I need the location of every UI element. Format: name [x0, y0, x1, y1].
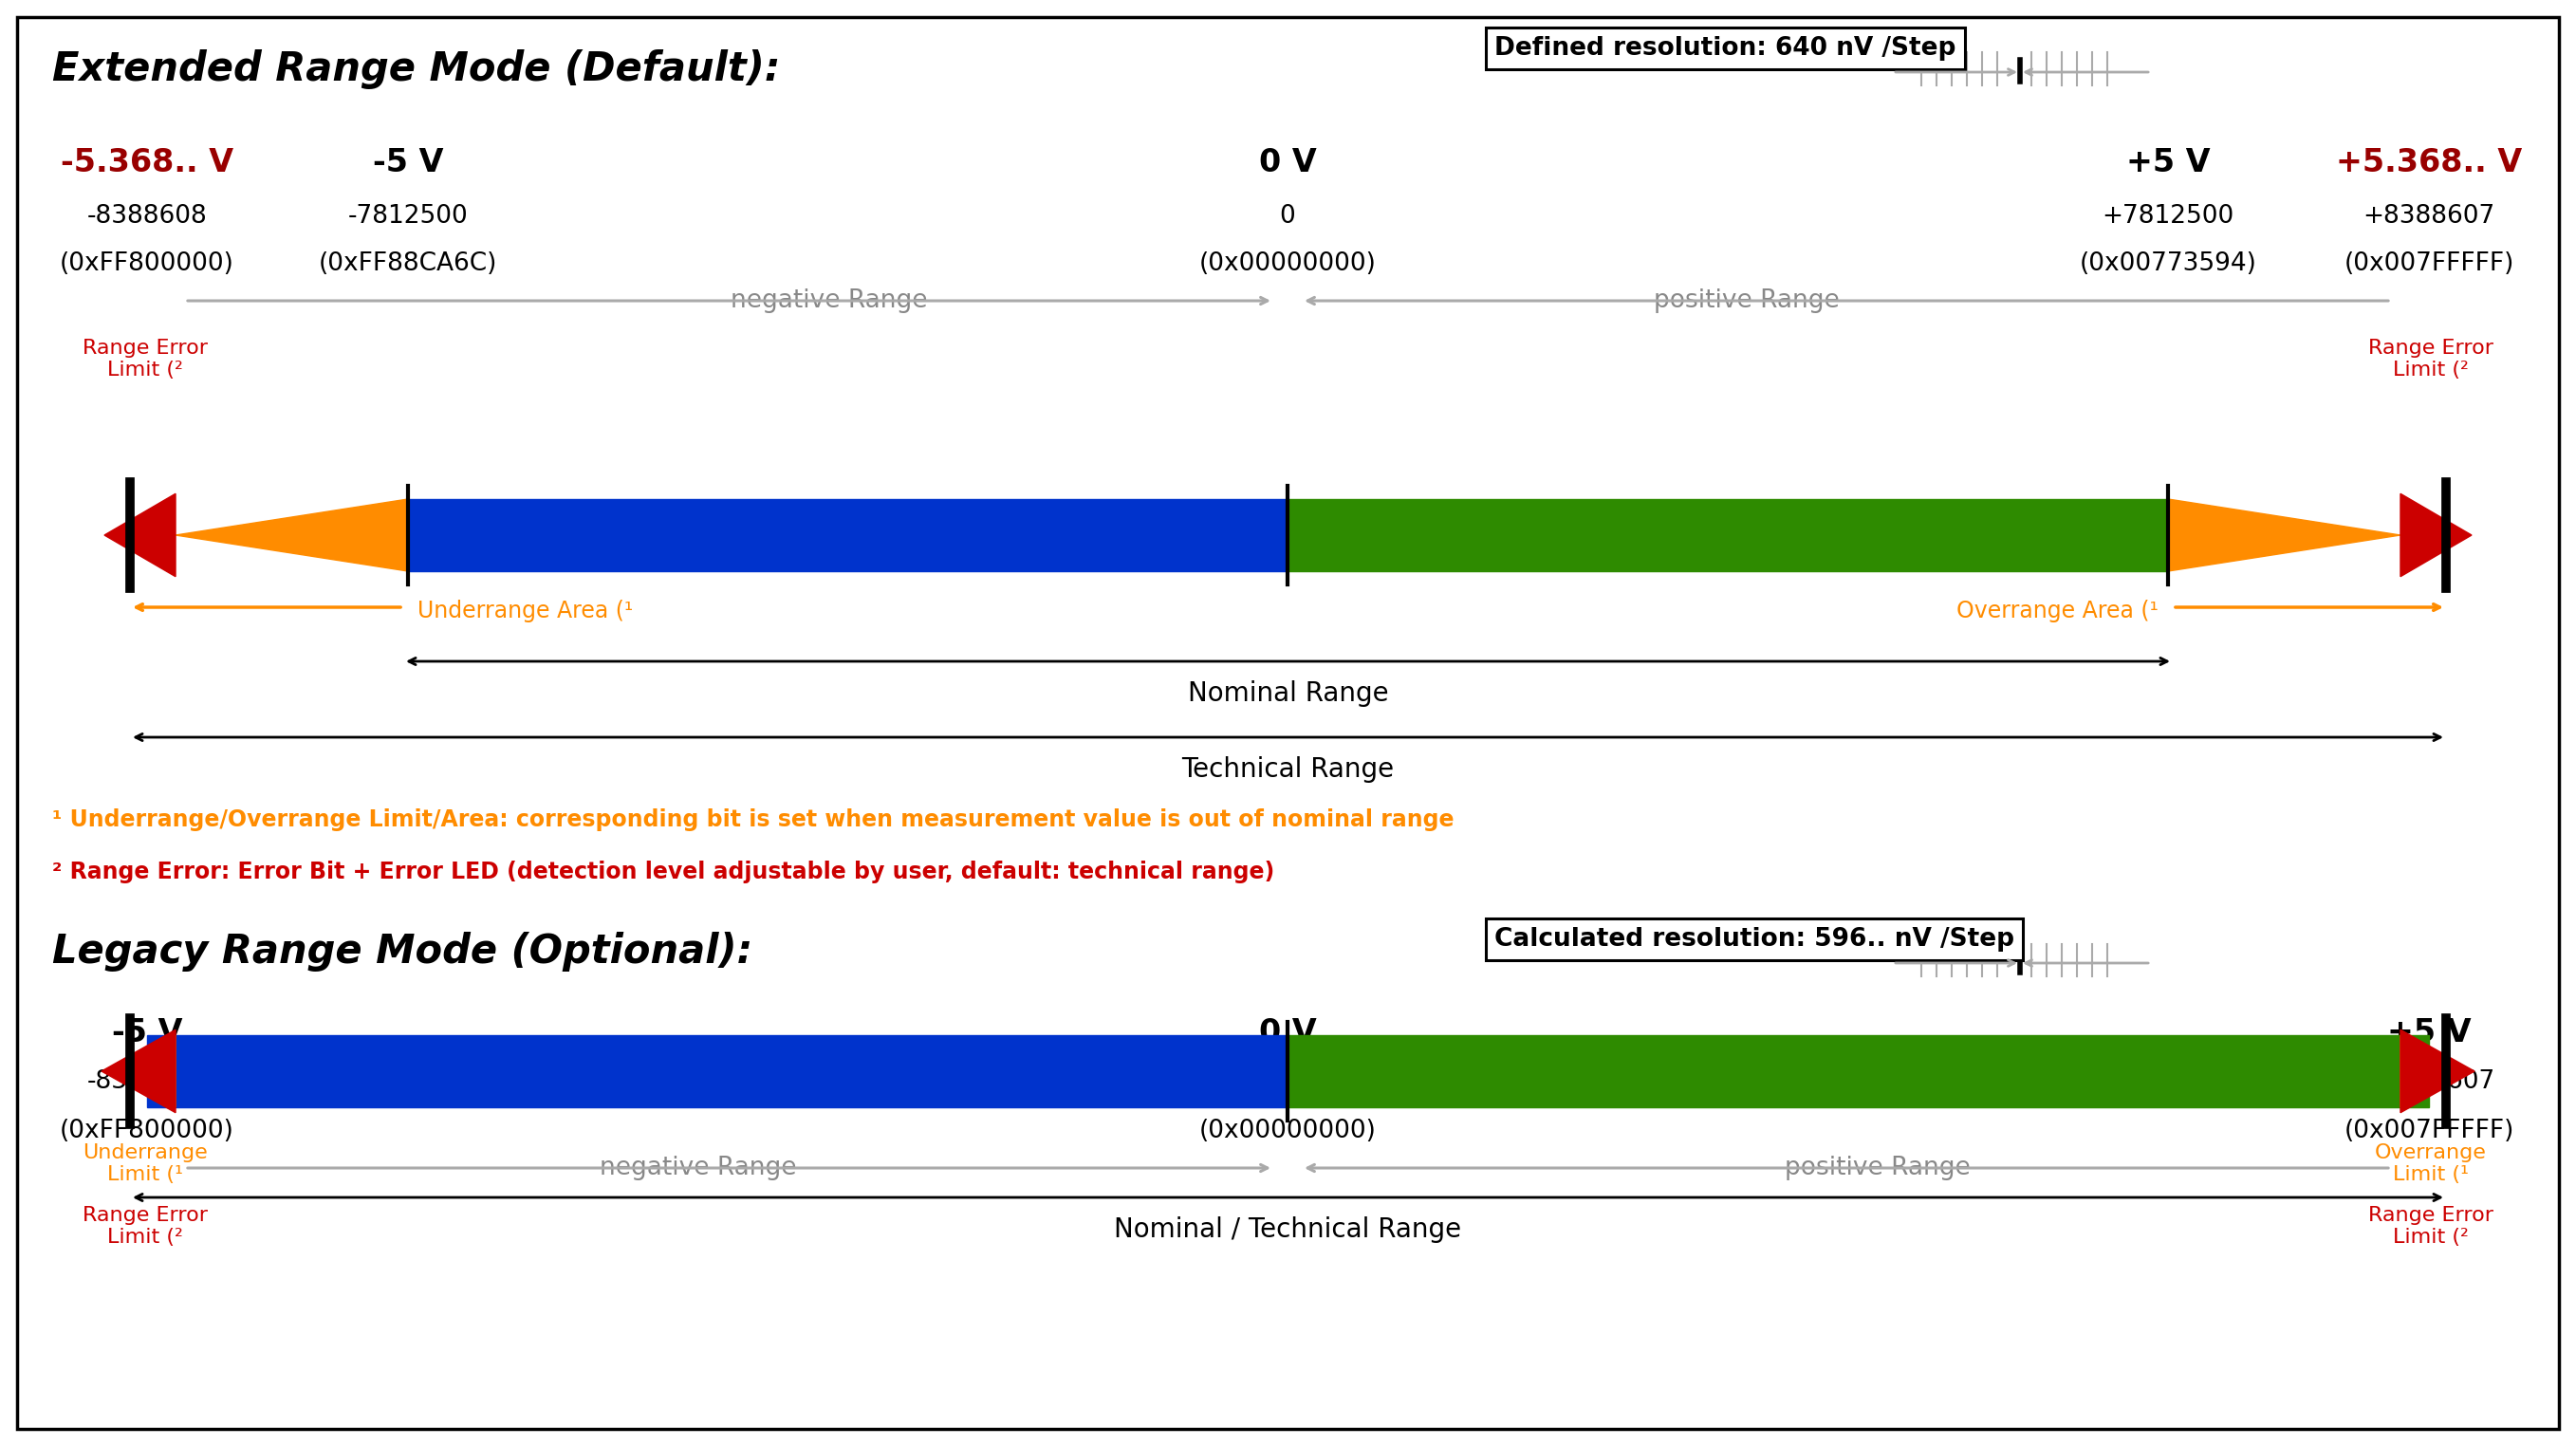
- Polygon shape: [2401, 493, 2470, 577]
- Text: 0 V: 0 V: [1260, 1017, 1316, 1048]
- Text: 0 V: 0 V: [1260, 147, 1316, 178]
- Text: Range Error
Limit (²: Range Error Limit (²: [82, 1206, 209, 1246]
- Text: Range Error
Limit (²: Range Error Limit (²: [2367, 338, 2494, 380]
- Bar: [147, 1035, 1288, 1108]
- Polygon shape: [2169, 499, 2401, 571]
- Text: +5 V: +5 V: [2125, 147, 2210, 178]
- Text: (0x007FFFFF): (0x007FFFFF): [2344, 252, 2514, 276]
- Text: 0: 0: [1280, 204, 1296, 228]
- Text: Range Error
Limit (²: Range Error Limit (²: [82, 338, 209, 380]
- Text: (0x00000000): (0x00000000): [1198, 1119, 1376, 1144]
- Text: Calculated resolution: 596.. nV /Step: Calculated resolution: 596.. nV /Step: [1494, 927, 2014, 951]
- Bar: [407, 499, 1288, 571]
- Text: Underrange
Limit (¹: Underrange Limit (¹: [82, 1144, 209, 1184]
- Text: Legacy Range Mode (Optional):: Legacy Range Mode (Optional):: [52, 931, 752, 972]
- Text: (0xFF800000): (0xFF800000): [59, 1119, 234, 1144]
- Text: Defined resolution: 640 nV /Step: Defined resolution: 640 nV /Step: [1494, 36, 1955, 61]
- Text: 0: 0: [1280, 1070, 1296, 1095]
- Polygon shape: [106, 493, 175, 577]
- Text: Technical Range: Technical Range: [1182, 756, 1394, 782]
- Text: (0xFF800000): (0xFF800000): [59, 252, 234, 276]
- Polygon shape: [175, 499, 407, 571]
- Polygon shape: [2401, 1030, 2476, 1112]
- Text: -5 V: -5 V: [111, 1017, 183, 1048]
- Bar: [1288, 1035, 2429, 1108]
- Text: Nominal Range: Nominal Range: [1188, 680, 1388, 707]
- Text: ¹ Underrange/Overrange Limit/Area: corresponding bit is set when measurement val: ¹ Underrange/Overrange Limit/Area: corre…: [52, 808, 1453, 831]
- Text: Overrange Area (¹: Overrange Area (¹: [1958, 600, 2159, 622]
- Text: -5.368.. V: -5.368.. V: [62, 147, 234, 178]
- Text: (0xFF88CA6C): (0xFF88CA6C): [319, 252, 497, 276]
- Text: (0x007FFFFF): (0x007FFFFF): [2344, 1119, 2514, 1144]
- Text: +5 V: +5 V: [2388, 1017, 2470, 1048]
- Polygon shape: [2401, 1035, 2458, 1108]
- Text: Range Error
Limit (²: Range Error Limit (²: [2367, 1206, 2494, 1246]
- Text: positive Range: positive Range: [1785, 1155, 1971, 1180]
- Text: negative Range: negative Range: [600, 1155, 796, 1180]
- Text: Overrange
Limit (¹: Overrange Limit (¹: [2375, 1144, 2486, 1184]
- Bar: [1288, 499, 2169, 571]
- Text: +8388607: +8388607: [2362, 204, 2496, 228]
- Text: +7812500: +7812500: [2102, 204, 2233, 228]
- Text: (0x00773594): (0x00773594): [2079, 252, 2257, 276]
- Text: (0x00000000): (0x00000000): [1198, 252, 1376, 276]
- Text: Nominal / Technical Range: Nominal / Technical Range: [1115, 1216, 1461, 1244]
- Text: Underrange Area (¹: Underrange Area (¹: [417, 600, 634, 622]
- Text: Extended Range Mode (Default):: Extended Range Mode (Default):: [52, 49, 781, 90]
- Text: +8388607: +8388607: [2362, 1070, 2496, 1095]
- Text: positive Range: positive Range: [1654, 288, 1839, 314]
- Text: ² Range Error: Error Bit + Error LED (detection level adjustable by user, defaul: ² Range Error: Error Bit + Error LED (de…: [52, 860, 1275, 884]
- Polygon shape: [118, 1035, 175, 1108]
- Text: -8388608: -8388608: [88, 204, 206, 228]
- Text: -7812500: -7812500: [348, 204, 469, 228]
- Text: negative Range: negative Range: [732, 288, 927, 314]
- Text: -8388608: -8388608: [88, 1070, 206, 1095]
- Text: -5 V: -5 V: [374, 147, 443, 178]
- Polygon shape: [100, 1030, 175, 1112]
- Text: +5.368.. V: +5.368.. V: [2336, 147, 2522, 178]
